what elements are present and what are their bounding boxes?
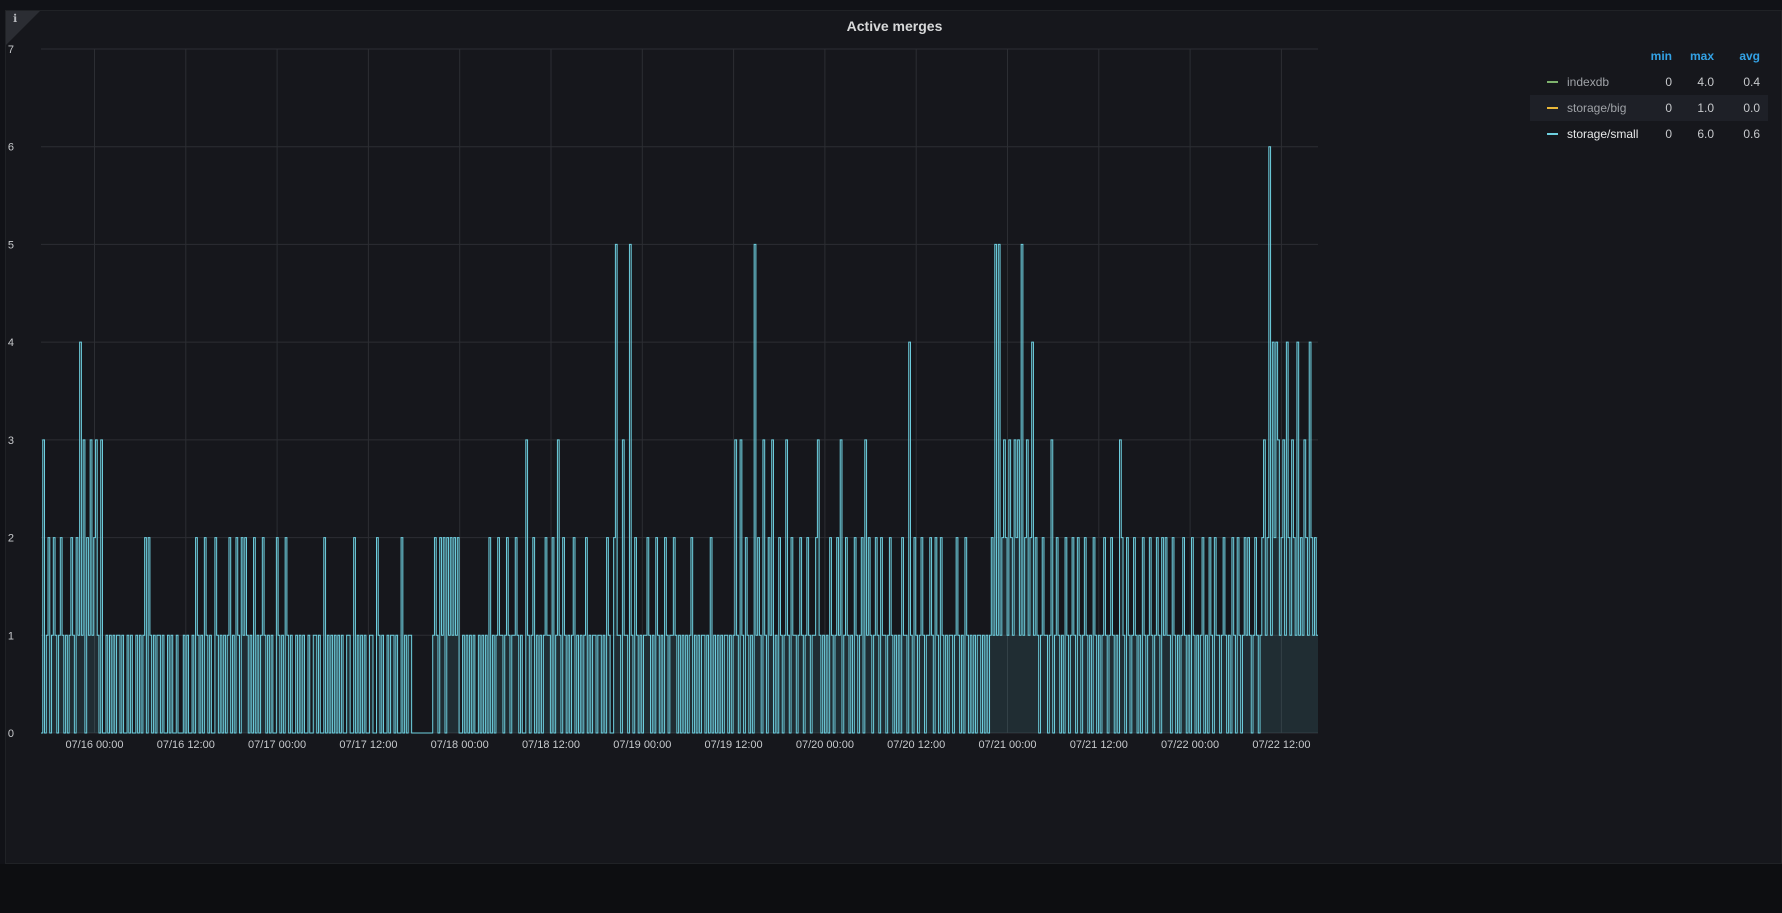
x-tick-label: 07/17 00:00	[248, 739, 306, 751]
legend-header-max[interactable]: max	[1689, 49, 1714, 63]
x-tick-label: 07/18 12:00	[522, 739, 580, 751]
series-line-storage-small	[41, 146, 1318, 734]
y-tick-label: 3	[8, 435, 14, 447]
y-tick-label: 4	[8, 337, 14, 349]
y-tick-label: 1	[8, 630, 14, 642]
legend-item-storage-big[interactable]: storage/big 0 1.0 0.0	[1530, 95, 1768, 121]
x-tick-label: 07/22 00:00	[1161, 739, 1219, 751]
legend-min-indexdb: 0	[1665, 75, 1672, 89]
legend-label-indexdb[interactable]: indexdb	[1567, 75, 1610, 89]
legend-item-indexdb[interactable]: indexdb 0 4.0 0.4	[1530, 69, 1768, 95]
x-tick-label: 07/22 12:00	[1252, 739, 1310, 751]
legend-swatch-indexdb[interactable]	[1547, 81, 1558, 83]
legend-avg-storage-small: 0.6	[1743, 127, 1760, 141]
y-tick-label: 2	[8, 533, 14, 545]
legend-item-storage-small[interactable]: storage/small 0 6.0 0.6	[1530, 121, 1768, 147]
y-tick-label: 7	[8, 44, 14, 56]
legend-label-storage-small[interactable]: storage/small	[1567, 127, 1639, 141]
x-tick-label: 07/21 00:00	[978, 739, 1036, 751]
x-tick-label: 07/16 12:00	[157, 739, 215, 751]
x-tick-label: 07/19 00:00	[613, 739, 671, 751]
page-bottom-bar	[0, 864, 1782, 913]
legend-swatch-storage-big[interactable]	[1547, 107, 1558, 109]
legend-label-storage-big[interactable]: storage/big	[1567, 101, 1627, 115]
x-tick-label: 07/21 12:00	[1070, 739, 1128, 751]
x-tick-label: 07/18 00:00	[431, 739, 489, 751]
legend-avg-storage-big: 0.0	[1743, 101, 1760, 115]
info-icon[interactable]: ℹ	[13, 12, 18, 25]
legend: min max avg indexdb 0 4.0 0.4 storage/bi…	[1530, 43, 1768, 147]
legend-avg-indexdb: 0.4	[1743, 75, 1760, 89]
x-tick-label: 07/20 12:00	[887, 739, 945, 751]
y-tick-label: 0	[8, 728, 14, 740]
x-tick-label: 07/17 12:00	[339, 739, 397, 751]
panel-title[interactable]: Active merges	[846, 18, 943, 34]
legend-header-avg[interactable]: avg	[1739, 49, 1760, 63]
x-tick-label: 07/20 00:00	[796, 739, 854, 751]
x-tick-label: 07/19 12:00	[705, 739, 763, 751]
legend-min-storage-big: 0	[1665, 101, 1672, 115]
x-tick-label: 07/16 00:00	[65, 739, 123, 751]
y-tick-label: 5	[8, 239, 14, 251]
legend-max-storage-big: 1.0	[1697, 101, 1714, 115]
legend-header: min max avg	[1530, 43, 1768, 69]
legend-header-min[interactable]: min	[1650, 49, 1672, 63]
panel-info-corner[interactable]	[6, 11, 40, 45]
legend-swatch-storage-small[interactable]	[1547, 133, 1558, 135]
legend-min-storage-small: 0	[1665, 127, 1672, 141]
y-tick-label: 6	[8, 142, 14, 154]
legend-max-indexdb: 4.0	[1697, 75, 1714, 89]
legend-max-storage-small: 6.0	[1697, 127, 1714, 141]
